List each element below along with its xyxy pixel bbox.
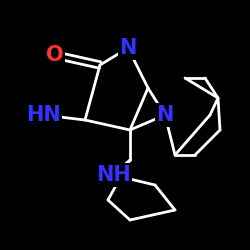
Text: NH: NH [96, 165, 130, 185]
Text: N: N [119, 38, 137, 58]
Text: HN: HN [26, 105, 60, 125]
Text: N: N [156, 105, 174, 125]
Text: O: O [46, 45, 64, 65]
